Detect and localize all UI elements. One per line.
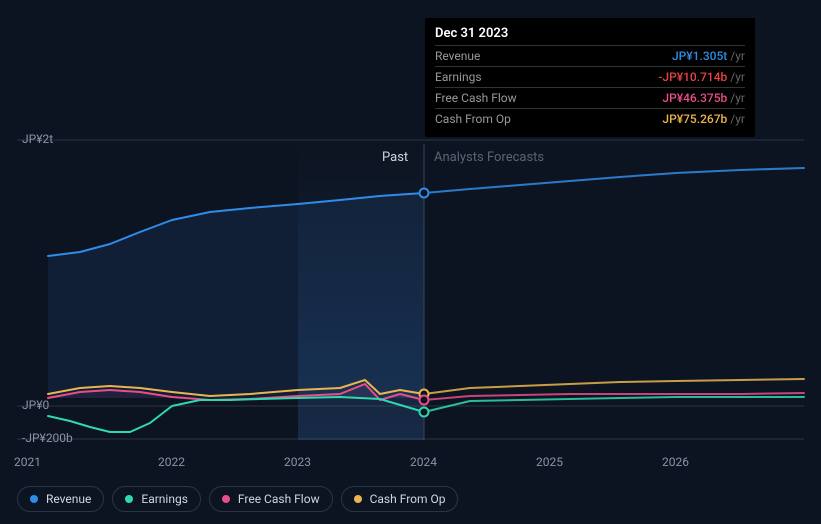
legend-item-earnings[interactable]: Earnings <box>112 486 201 512</box>
x-axis-tick: 2024 <box>410 455 437 469</box>
tooltip-row: Earnings -JP¥10.714b/yr <box>435 66 745 87</box>
tooltip-row: Free Cash Flow JP¥46.375b/yr <box>435 87 745 108</box>
chart-tooltip: Dec 31 2023 Revenue JP¥1.305t/yr Earnings -… <box>425 18 755 137</box>
forecast-section-label: Analysts Forecasts <box>434 150 544 165</box>
x-axis-tick: 2022 <box>158 455 185 469</box>
tooltip-metric-value: JP¥75.267b/yr <box>662 112 745 126</box>
past-section-label: Past <box>382 150 408 165</box>
tooltip-metric-value: -JP¥10.714b/yr <box>658 70 745 84</box>
tooltip-metric-label: Cash From Op <box>435 112 511 126</box>
financial-chart: Past Analysts Forecasts JP¥2t JP¥0 -JP¥200… <box>0 0 821 524</box>
legend-item-cash-from-op[interactable]: Cash From Op <box>341 486 459 512</box>
chart-legend: Revenue Earnings Free Cash Flow Cash From O… <box>17 486 458 512</box>
y-axis-tick: JP¥0 <box>22 398 49 412</box>
legend-label: Revenue <box>46 492 91 506</box>
x-axis-tick: 2026 <box>662 455 689 469</box>
x-axis-tick: 2021 <box>14 455 41 469</box>
legend-dot <box>222 495 230 503</box>
tooltip-metric-label: Revenue <box>435 49 480 63</box>
legend-item-free-cash-flow[interactable]: Free Cash Flow <box>209 486 333 512</box>
x-axis-tick: 2025 <box>536 455 563 469</box>
legend-label: Cash From Op <box>370 492 446 506</box>
y-axis-tick: JP¥2t <box>22 132 53 146</box>
legend-label: Earnings <box>141 492 188 506</box>
legend-label: Free Cash Flow <box>238 492 320 506</box>
tooltip-metric-value: JP¥1.305t/yr <box>672 49 745 63</box>
tooltip-row: Revenue JP¥1.305t/yr <box>435 45 745 66</box>
x-axis-tick: 2023 <box>284 455 311 469</box>
y-axis-tick: -JP¥200b <box>22 431 73 445</box>
tooltip-metric-label: Earnings <box>435 70 482 84</box>
legend-dot <box>125 495 133 503</box>
tooltip-row: Cash From Op JP¥75.267b/yr <box>435 108 745 129</box>
tooltip-metric-value: JP¥46.375b/yr <box>662 91 745 105</box>
tooltip-date: Dec 31 2023 <box>435 26 745 45</box>
legend-item-revenue[interactable]: Revenue <box>17 486 104 512</box>
legend-dot <box>354 495 362 503</box>
tooltip-metric-label: Free Cash Flow <box>435 91 517 105</box>
legend-dot <box>30 495 38 503</box>
